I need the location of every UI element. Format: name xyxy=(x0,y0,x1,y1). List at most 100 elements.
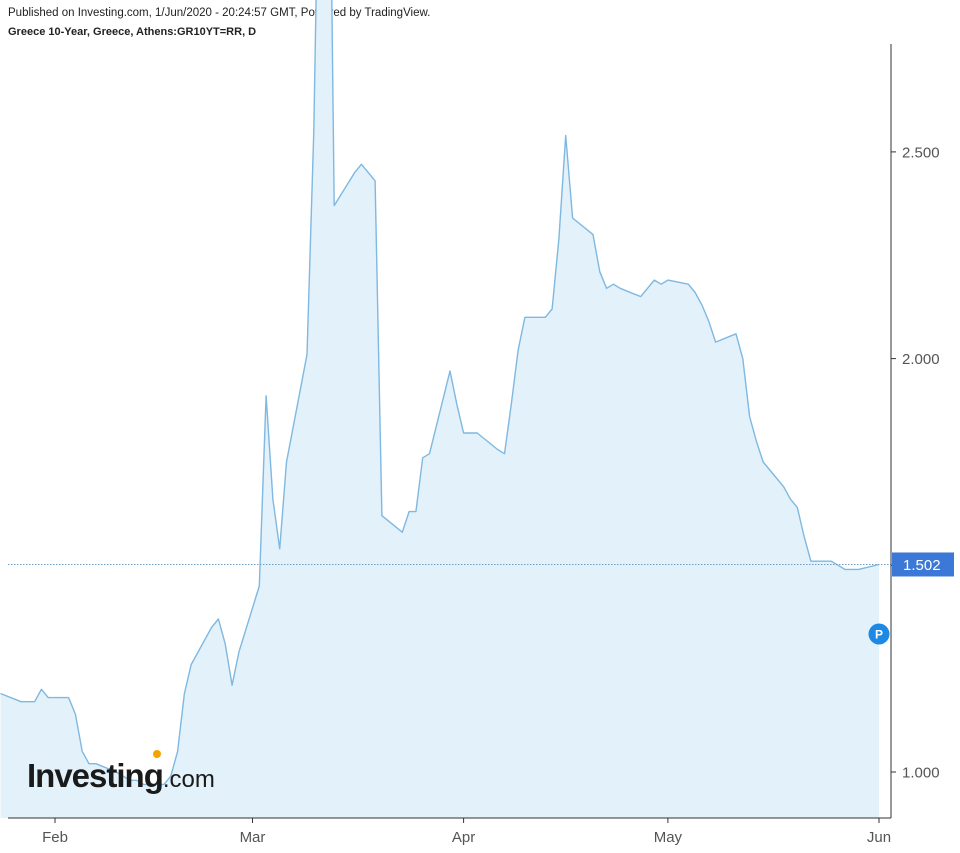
data-point xyxy=(802,534,806,538)
data-point xyxy=(550,307,554,311)
data-point xyxy=(264,394,268,398)
data-point xyxy=(366,170,370,174)
logo-domain: .com xyxy=(162,766,215,793)
data-point xyxy=(557,237,561,241)
data-point xyxy=(856,567,860,571)
data-point xyxy=(516,348,520,352)
data-point xyxy=(598,270,602,274)
data-point xyxy=(713,340,717,344)
last-value-badge xyxy=(892,552,954,577)
x-tick-label: Feb xyxy=(42,829,68,846)
data-point xyxy=(639,294,643,298)
data-point xyxy=(850,567,854,571)
data-point xyxy=(754,439,758,443)
data-point xyxy=(400,530,404,534)
data-point xyxy=(46,695,50,699)
data-point xyxy=(407,509,411,513)
data-point xyxy=(312,129,316,133)
data-point xyxy=(380,514,384,518)
data-point xyxy=(564,133,568,137)
data-point xyxy=(686,282,690,286)
series-line xyxy=(0,0,880,786)
plot-area xyxy=(0,0,891,818)
data-point xyxy=(80,749,84,753)
symbol-caption: Greece 10-Year, Greece, Athens:GR10YT=RR… xyxy=(8,26,257,38)
data-point xyxy=(175,749,179,753)
data-point xyxy=(591,232,595,236)
data-point xyxy=(455,402,459,406)
data-point xyxy=(645,286,649,290)
data-point xyxy=(182,691,186,695)
data-point xyxy=(829,559,833,563)
x-tick-label: Jun xyxy=(867,829,891,846)
data-point xyxy=(795,505,799,509)
data-point xyxy=(836,563,840,567)
data-point xyxy=(271,497,275,501)
data-point xyxy=(700,303,704,307)
x-tick-label: Apr xyxy=(452,829,475,846)
y-tick-label: 1.000 xyxy=(902,765,940,782)
data-point xyxy=(782,485,786,489)
data-point xyxy=(257,584,261,588)
data-point xyxy=(421,456,425,460)
data-point xyxy=(761,460,765,464)
data-point xyxy=(570,216,574,220)
data-point xyxy=(523,315,527,319)
data-point xyxy=(230,683,234,687)
data-point xyxy=(278,547,282,551)
data-point xyxy=(788,497,792,501)
data-point xyxy=(475,431,479,435)
logo-dot-icon xyxy=(153,750,161,758)
p-marker-label: P xyxy=(875,628,883,642)
data-point xyxy=(32,700,36,704)
data-point xyxy=(604,286,608,290)
data-point xyxy=(237,650,241,654)
data-point xyxy=(359,162,363,166)
data-point xyxy=(209,625,213,629)
data-point xyxy=(809,559,813,563)
data-point xyxy=(332,203,336,207)
data-point xyxy=(223,642,227,646)
p-marker-icon[interactable] xyxy=(868,623,890,645)
data-point xyxy=(618,286,622,290)
data-point xyxy=(73,712,77,716)
data-point xyxy=(66,695,70,699)
data-point xyxy=(741,356,745,360)
data-point xyxy=(39,687,43,691)
last-value-label: 1.502 xyxy=(903,557,941,574)
y-tick-label: 2.500 xyxy=(902,144,940,161)
data-point xyxy=(659,282,663,286)
x-tick-label: May xyxy=(654,829,683,846)
data-point xyxy=(448,369,452,373)
data-point xyxy=(747,414,751,418)
data-point xyxy=(414,509,418,513)
data-point xyxy=(427,452,431,456)
data-point xyxy=(707,319,711,323)
data-point xyxy=(734,332,738,336)
y-tick-label: 2.000 xyxy=(902,351,940,368)
data-point xyxy=(509,402,513,406)
data-point xyxy=(305,352,309,356)
data-point xyxy=(502,452,506,456)
series-area-fill xyxy=(0,0,879,818)
data-point xyxy=(189,662,193,666)
data-point xyxy=(284,460,288,464)
data-point xyxy=(693,290,697,294)
data-point xyxy=(19,700,23,704)
investing-logo: Investing.com xyxy=(27,750,215,795)
x-tick-label: Mar xyxy=(240,829,266,846)
data-point xyxy=(468,431,472,435)
data-point xyxy=(495,447,499,451)
data-point xyxy=(611,282,615,286)
data-point xyxy=(26,700,30,704)
data-point xyxy=(652,278,656,282)
data-point xyxy=(461,431,465,435)
data-point xyxy=(352,170,356,174)
data-point xyxy=(843,567,847,571)
data-point xyxy=(216,617,220,621)
logo-wordmark: Investing xyxy=(27,757,164,794)
axes: 1.0001.5002.0002.5003.0003.5004.000FebMa… xyxy=(8,44,954,846)
data-point xyxy=(543,315,547,319)
data-point xyxy=(666,278,670,282)
